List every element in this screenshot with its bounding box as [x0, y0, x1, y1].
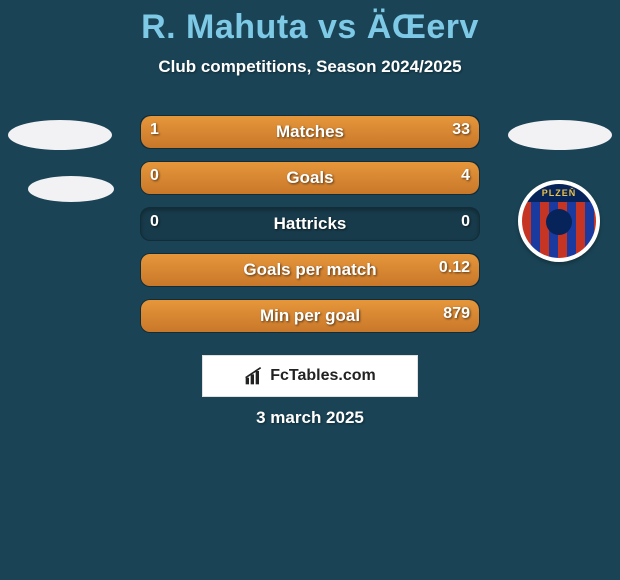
- page-subtitle: Club competitions, Season 2024/2025: [0, 57, 620, 77]
- stat-value-right: 4: [461, 167, 470, 185]
- stat-label: Goals: [141, 168, 479, 188]
- stat-bar: Min per goal: [140, 299, 480, 333]
- stat-row: Min per goal879: [0, 297, 620, 343]
- stat-bar: Matches: [140, 115, 480, 149]
- stat-row: Hattricks0 0: [0, 205, 620, 251]
- stat-value-left: 0: [150, 167, 159, 185]
- page-title: R. Mahuta vs ÄŒerv: [0, 0, 620, 47]
- stat-label: Matches: [141, 122, 479, 142]
- stat-row: Goals0 4: [0, 159, 620, 205]
- stat-row: Matches1 33: [0, 113, 620, 159]
- stat-value-right: 33: [452, 121, 470, 139]
- stat-bar: Hattricks: [140, 207, 480, 241]
- stat-value-right: 879: [443, 305, 470, 323]
- stat-row: Goals per match0.12: [0, 251, 620, 297]
- stat-value-left: 1: [150, 121, 159, 139]
- bars-icon: [244, 366, 264, 386]
- stat-label: Min per goal: [141, 306, 479, 326]
- stat-label: Hattricks: [141, 214, 479, 234]
- stat-value-right: 0.12: [439, 259, 470, 277]
- stat-value-right: 0: [461, 213, 470, 231]
- stats-rows: Matches133Goals04Hattricks00Goals per ma…: [0, 113, 620, 343]
- stat-bar: Goals: [140, 161, 480, 195]
- stat-label: Goals per match: [141, 260, 479, 280]
- capture-date: 3 march 2025: [0, 408, 620, 428]
- source-logo-text: FcTables.com: [270, 367, 376, 385]
- stat-bar: Goals per match: [140, 253, 480, 287]
- source-logo: FcTables.com: [202, 355, 418, 397]
- stat-value-left: 0: [150, 213, 159, 231]
